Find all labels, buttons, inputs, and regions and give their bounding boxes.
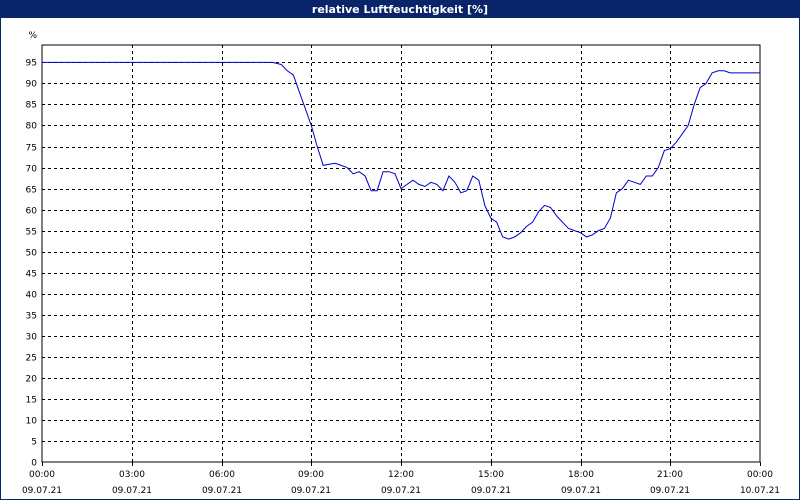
x-tick-time-label: 03:00 — [119, 470, 145, 480]
x-tick-time-label: 06:00 — [209, 470, 235, 480]
y-tick-label: 30 — [26, 333, 38, 343]
y-tick-label: 95 — [26, 59, 37, 69]
plot-frame — [41, 44, 761, 463]
y-tick-label: 55 — [26, 228, 37, 238]
y-tick-label: 10 — [26, 417, 38, 427]
x-tick-date-label: 10.07.21 — [740, 486, 780, 496]
x-tick-time-label: 12:00 — [388, 470, 414, 480]
x-tick-date-label: 09.07.21 — [381, 486, 421, 496]
x-tick-time-label: 00:00 — [747, 470, 773, 480]
y-tick-label: 5 — [31, 438, 37, 448]
y-tick-label: 25 — [26, 354, 37, 364]
y-tick-label: 20 — [26, 375, 38, 385]
x-tick-date-label: 09.07.21 — [561, 486, 601, 496]
y-tick-label: 85 — [26, 101, 37, 111]
y-tick-label: 45 — [26, 270, 37, 280]
x-tick-time-label: 18:00 — [568, 470, 594, 480]
x-tick-time-label: 00:00 — [29, 470, 55, 480]
x-tick-time-label: 09:00 — [298, 470, 324, 480]
y-tick-label: 75 — [26, 144, 37, 154]
y-tick-label: 50 — [26, 249, 38, 259]
x-tick-date-label: 09.07.21 — [291, 486, 331, 496]
x-tick-time-label: 21:00 — [657, 470, 683, 480]
y-tick-label: 65 — [26, 186, 37, 196]
x-tick-date-label: 09.07.21 — [112, 486, 152, 496]
x-tick-date-label: 09.07.21 — [650, 486, 690, 496]
window-title: relative Luftfeuchtigkeit [%] — [1, 1, 799, 18]
y-axis-label: % — [28, 31, 37, 41]
y-tick-label: 0 — [31, 459, 37, 469]
humidity-series-line — [42, 61, 760, 240]
x-tick-date-label: 09.07.21 — [471, 486, 511, 496]
y-tick-label: 90 — [26, 80, 38, 90]
y-tick-label: 70 — [26, 165, 38, 175]
x-tick-date-label: 09.07.21 — [22, 486, 62, 496]
x-tick-time-label: 15:00 — [478, 470, 504, 480]
humidity-chart: 0 5 10 15 20 25 30 35 40 45 50 55 60 65 70 75 80 85 90 95% 0… — [22, 31, 780, 496]
y-tick-label: 40 — [26, 291, 38, 301]
y-tick-label: 15 — [26, 396, 37, 406]
y-tick-label: 80 — [26, 122, 38, 132]
y-tick-label: 60 — [26, 207, 38, 217]
y-tick-label: 35 — [26, 312, 37, 322]
x-tick-date-label: 09.07.21 — [202, 486, 242, 496]
